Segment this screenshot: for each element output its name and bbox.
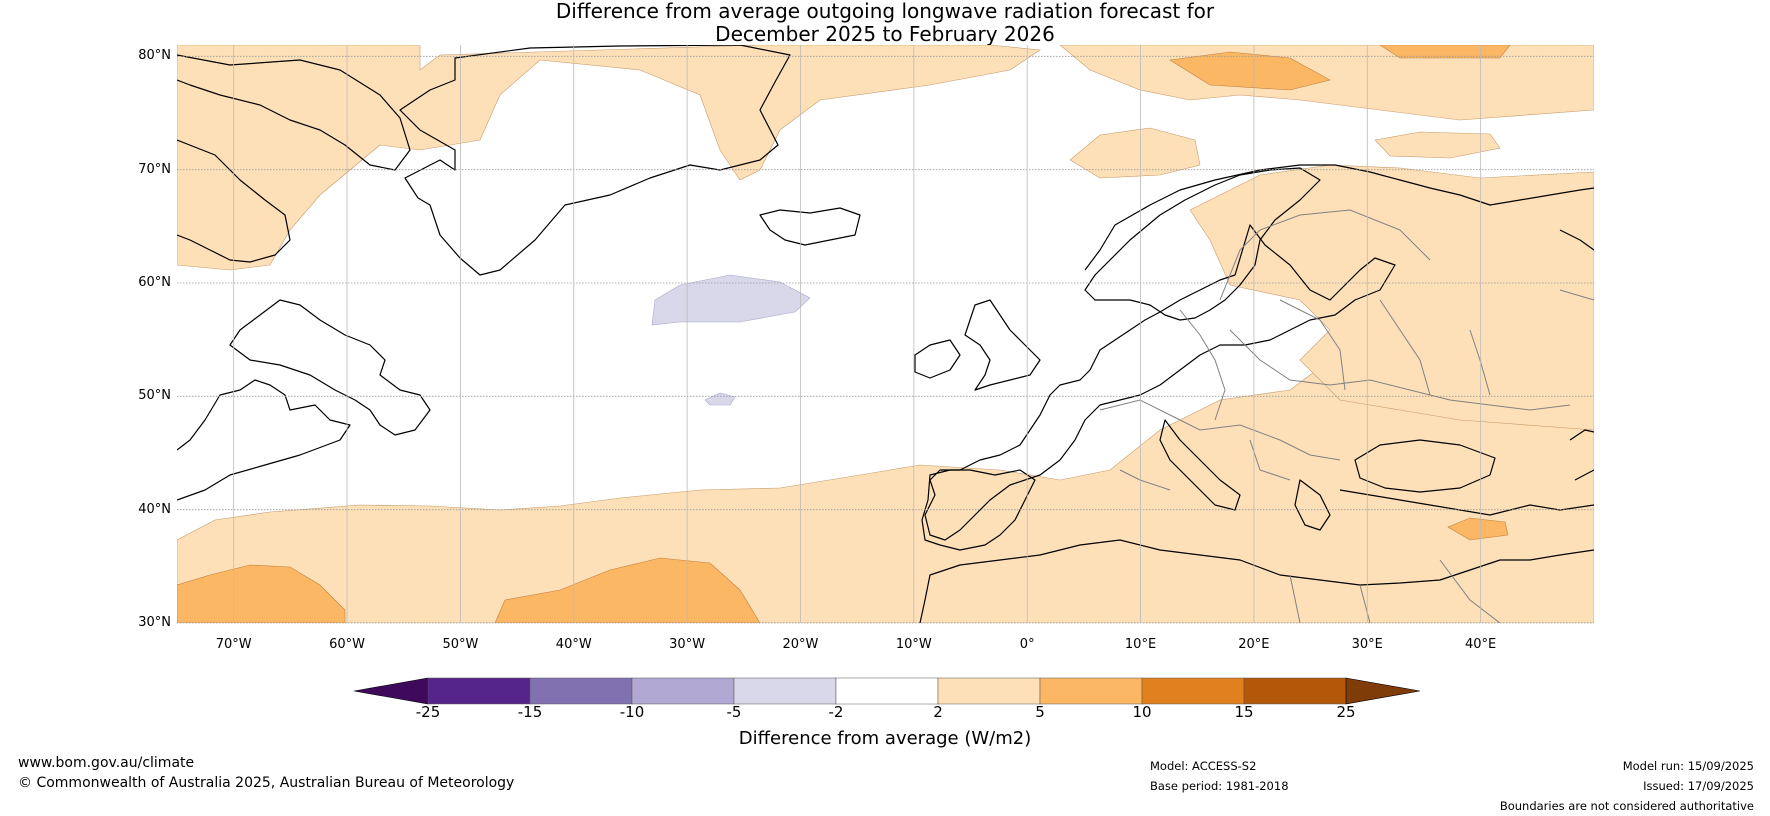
copyright-text: © Commonwealth of Australia 2025, Austra… <box>18 775 515 791</box>
anomaly-region-southwest <box>177 564 346 623</box>
colorbar-segment <box>631 677 735 705</box>
colorbar-extend-low <box>353 677 429 705</box>
europe-coast <box>924 164 1594 541</box>
colorbar-segment <box>427 677 531 705</box>
colorbar-tick-label: 10 <box>1132 703 1152 721</box>
latitude-label: 50°N <box>138 388 171 404</box>
issued-date: Issued: 17/09/2025 <box>1643 779 1754 793</box>
longitude-label: 40°W <box>555 637 592 652</box>
colorbar-tick-label: -2 <box>828 703 844 721</box>
longitude-label: 60°W <box>329 637 365 652</box>
anomaly-region-franz-josef <box>1379 45 1511 59</box>
title-line-2: December 2025 to February 2026 <box>715 22 1055 46</box>
colorbar-tick-label: 25 <box>1336 703 1356 721</box>
greece-turkey-coast <box>1294 479 1594 531</box>
anomaly-region-svalbard <box>1169 51 1331 91</box>
longitude-label: 30°W <box>669 637 706 652</box>
anomaly-region-greenland <box>177 45 1041 271</box>
anomaly-region-barents <box>1374 131 1501 159</box>
iceland-coast <box>759 207 861 246</box>
anomaly-region-norwegian-sea <box>1069 127 1201 179</box>
anomaly-region-east <box>1189 164 1594 431</box>
colorbar-tick-label: -15 <box>517 703 543 721</box>
iberia-coast <box>921 469 1036 551</box>
colorbar-label: Difference from average (W/m2) <box>738 728 1032 749</box>
map-title: Difference from average outgoing longwav… <box>0 0 1770 46</box>
colorbar-extend-high <box>1345 677 1420 705</box>
colorbar-segment <box>835 677 939 705</box>
longitude-label: 10°E <box>1124 637 1157 652</box>
colorbar-segment <box>733 677 837 705</box>
colorbar-tick-label: 2 <box>933 703 943 721</box>
colorbar-segment <box>937 677 1041 705</box>
colorbar-segment <box>1039 677 1143 705</box>
anomaly-fill-layer <box>177 45 1594 623</box>
italy-coast <box>1159 419 1241 511</box>
footer-model-info: Model: ACCESS-S2 Base period: 1981-2018 <box>1150 756 1289 796</box>
borders-layer <box>1099 209 1594 623</box>
graticule <box>177 45 1594 624</box>
longitude-label: 0° <box>1019 637 1035 652</box>
title-line-1: Difference from average outgoing longwav… <box>555 0 1215 23</box>
north-america-coast <box>177 139 431 501</box>
website-link[interactable]: www.bom.gov.au/climate <box>18 755 195 771</box>
boundaries-disclaimer: Boundaries are not considered authoritat… <box>1499 799 1754 813</box>
baffin-coast <box>177 54 411 171</box>
colorbar-segment <box>1141 677 1245 705</box>
model-name: Model: ACCESS-S2 <box>1150 759 1257 773</box>
colorbar <box>353 677 1420 705</box>
black-sea-coast <box>1354 439 1496 493</box>
anomaly-region-subtropical <box>494 557 761 623</box>
colorbar-segment <box>1243 677 1347 705</box>
longitude-label: 70°W <box>215 637 252 652</box>
north-africa-coast <box>919 539 1594 623</box>
longitude-label: 40°E <box>1464 637 1497 652</box>
greenland-coast <box>399 45 791 276</box>
latitude-label: 40°N <box>138 501 171 517</box>
colorbar-segment <box>529 677 633 705</box>
latitude-label: 80°N <box>138 48 171 64</box>
longitude-label: 10°W <box>895 637 932 652</box>
colorbar-tick-label: 5 <box>1035 703 1045 721</box>
longitude-label: 50°W <box>442 637 479 652</box>
anomaly-region-negative-atlantic <box>651 274 811 326</box>
model-run-date: Model run: 15/09/2025 <box>1622 759 1754 773</box>
country-borders <box>1099 209 1594 623</box>
longitude-label: 20°W <box>782 637 819 652</box>
colorbar-tick-label: 15 <box>1234 703 1254 721</box>
colorbar-tick-label: -5 <box>726 703 742 721</box>
colorbar-tick-label: -25 <box>415 703 441 721</box>
latitude-label: 70°N <box>138 161 171 177</box>
latitude-label: 30°N <box>138 615 171 630</box>
coastline-layer <box>177 45 1594 623</box>
caspian-coast <box>1569 429 1594 481</box>
footer-left: www.bom.gov.au/climate © Commonwealth of… <box>18 753 514 793</box>
longitude-label: 30°E <box>1351 637 1383 652</box>
footer-run-info: Model run: 15/09/2025 Issued: 17/09/2025… <box>1500 756 1754 816</box>
longitude-label: 20°E <box>1238 637 1270 652</box>
scandinavia-coast <box>1084 167 1321 321</box>
anomaly-region-turkey <box>1447 517 1509 541</box>
latitude-label: 60°N <box>138 275 171 290</box>
base-period: Base period: 1981-2018 <box>1150 779 1289 793</box>
uk-coast <box>914 299 1041 391</box>
colorbar-tick-label: -10 <box>619 703 645 721</box>
